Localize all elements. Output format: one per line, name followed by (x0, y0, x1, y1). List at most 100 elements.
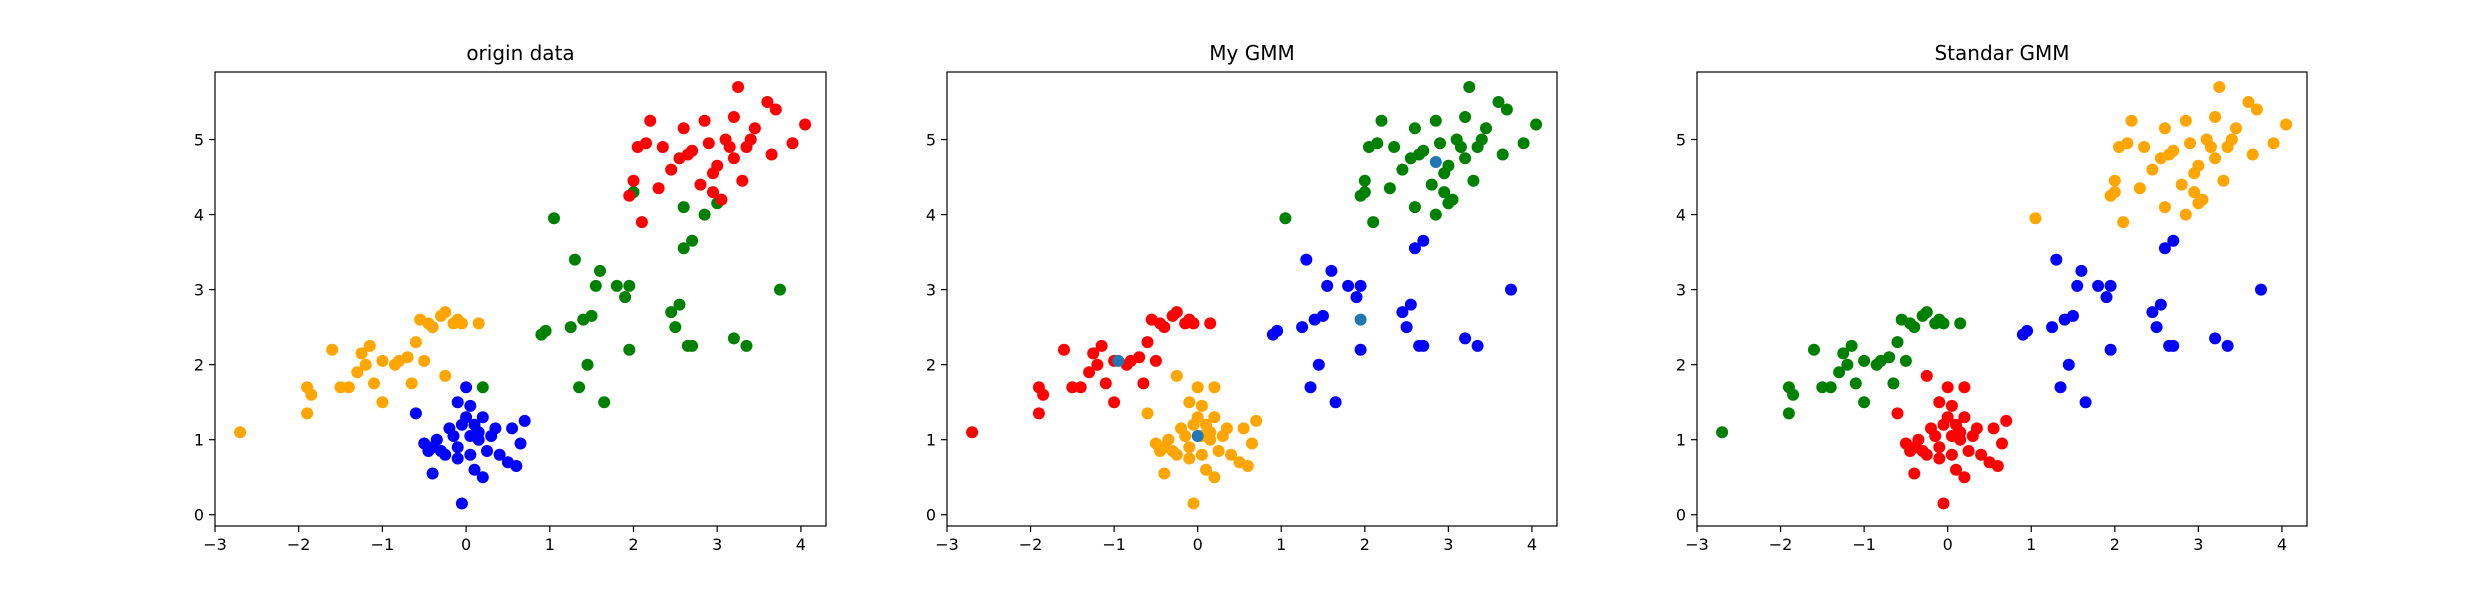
x-tick-label: −3 (203, 535, 227, 554)
data-point (1958, 381, 1971, 394)
data-point (1358, 174, 1371, 187)
x-tick-label: 3 (2193, 535, 2203, 554)
data-point (1400, 321, 1413, 334)
data-point (1954, 426, 1967, 439)
series-0 (1716, 306, 1967, 439)
data-point (1467, 174, 1480, 187)
data-point (727, 152, 740, 165)
data-point (1208, 381, 1221, 394)
data-point (1200, 463, 1212, 476)
data-point (1358, 186, 1371, 199)
data-point (2158, 242, 2171, 255)
y-tick-label: 0 (194, 506, 204, 525)
y-tick-label: 4 (1676, 206, 1686, 225)
data-point (2167, 234, 2180, 247)
data-point (2242, 96, 2255, 108)
y-tick-label: 4 (194, 206, 204, 225)
data-point (351, 366, 364, 379)
data-point (493, 448, 506, 461)
data-point (2209, 152, 2222, 165)
data-point (1941, 411, 1954, 424)
data-point (514, 437, 527, 450)
series-4 (1112, 156, 1442, 442)
x-tick-label: 2 (1360, 535, 1370, 554)
data-point (589, 279, 602, 292)
data-point (627, 174, 640, 187)
data-point (715, 193, 728, 206)
data-point (2138, 141, 2151, 153)
data-point (1933, 396, 1946, 409)
series-2 (2016, 234, 2267, 409)
x-tick-label: 4 (796, 535, 806, 554)
data-point (665, 306, 678, 319)
data-point (1920, 448, 1933, 461)
y-tick-label: 0 (1676, 506, 1686, 525)
data-point (1841, 358, 1854, 371)
data-point (460, 411, 473, 424)
data-point (1300, 253, 1313, 266)
data-point (2154, 298, 2167, 311)
data-point (1149, 354, 1162, 367)
x-tick-label: 1 (2026, 535, 2036, 554)
data-point (1530, 118, 1543, 131)
data-point (799, 118, 812, 131)
data-point (1237, 422, 1250, 435)
data-point (472, 317, 485, 330)
x-tick-label: −2 (1019, 535, 1043, 554)
data-point (723, 141, 736, 153)
data-point (1321, 279, 1334, 292)
data-point (1191, 411, 1204, 424)
data-point (1471, 339, 1484, 352)
data-point (451, 396, 464, 409)
data-point (1945, 399, 1958, 412)
x-tick-label: −1 (371, 535, 395, 554)
y-tick-label: 1 (194, 431, 204, 450)
data-point (1183, 396, 1196, 409)
data-point (1083, 366, 1096, 379)
data-point (1225, 448, 1238, 461)
data-point (1099, 377, 1112, 390)
data-point (644, 114, 657, 127)
data-point (1312, 358, 1325, 371)
data-point (1246, 437, 1258, 450)
data-point (581, 358, 594, 371)
data-point (476, 471, 489, 484)
x-tick-label: −2 (1769, 535, 1793, 554)
data-point (2179, 114, 2192, 127)
data-point (1212, 445, 1225, 457)
data-point (1434, 137, 1446, 150)
data-point (1429, 156, 1442, 168)
series-3 (1279, 81, 1543, 229)
data-point (1074, 381, 1087, 394)
data-point (1170, 369, 1183, 382)
y-tick-label: 2 (1676, 356, 1686, 375)
data-point (1858, 396, 1871, 409)
data-point (1354, 279, 1367, 292)
chart-title: My GMM (1209, 41, 1294, 65)
data-point (1908, 321, 1921, 334)
data-point (1350, 291, 1363, 304)
data-point (669, 321, 682, 334)
data-point (1933, 452, 1946, 465)
data-point (1970, 422, 1983, 435)
data-point (1438, 186, 1451, 199)
data-point (786, 137, 799, 150)
data-point (1945, 448, 1958, 461)
data-point (1137, 377, 1150, 390)
data-point (1824, 381, 1837, 394)
data-point (305, 388, 318, 401)
data-point (2184, 137, 2196, 150)
data-point (2246, 148, 2259, 161)
data-point (585, 309, 598, 322)
data-point (2213, 81, 2226, 93)
data-point (1920, 369, 1933, 382)
data-point (2230, 122, 2242, 135)
data-point (635, 216, 648, 229)
data-point (539, 324, 552, 337)
data-point (1195, 448, 1208, 461)
data-point (1396, 306, 1409, 319)
data-point (1112, 354, 1125, 367)
data-point (740, 339, 753, 352)
data-point (966, 426, 979, 439)
data-point (702, 137, 715, 150)
